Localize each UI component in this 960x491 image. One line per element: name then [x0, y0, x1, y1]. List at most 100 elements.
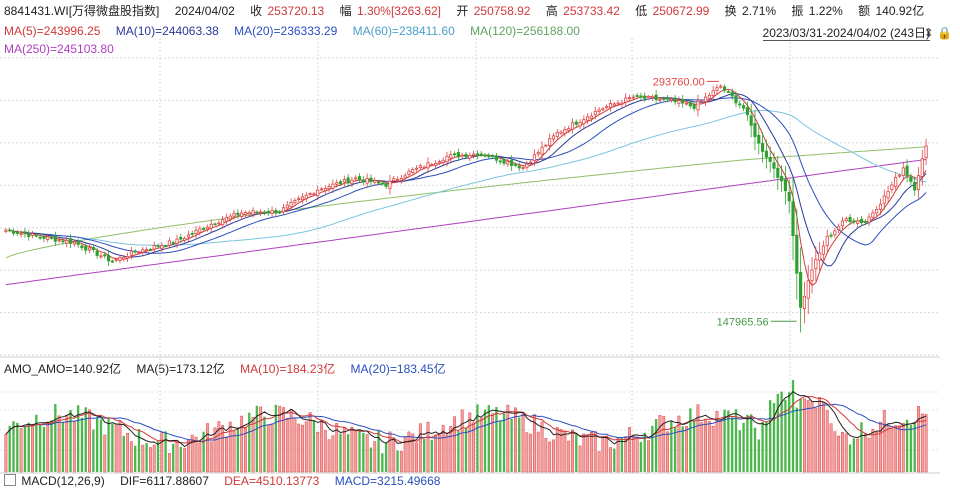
volume-bar	[320, 419, 323, 473]
candle-body	[236, 212, 240, 216]
candle-body	[601, 108, 605, 111]
volume-bar	[179, 446, 182, 472]
volume-bar	[415, 442, 418, 473]
candle-body	[749, 115, 753, 126]
volume-bar	[293, 417, 297, 473]
candle-body	[106, 255, 111, 262]
volume-bar	[46, 421, 50, 473]
candle-body	[799, 272, 803, 308]
candle-body	[521, 167, 525, 169]
volume-bar	[639, 441, 643, 472]
volume-bar	[715, 411, 719, 473]
candle-body	[395, 179, 400, 181]
volume-bar	[654, 419, 658, 472]
volume-bar	[734, 409, 738, 472]
candle-body	[167, 240, 171, 246]
volume-bar	[12, 421, 15, 472]
lock-icon[interactable]: 🔒	[937, 26, 952, 40]
volume-bar	[217, 421, 221, 473]
candle-body	[688, 102, 692, 107]
volume-bar	[255, 405, 259, 472]
candle-body	[293, 200, 297, 204]
dropdown-icon[interactable]: ⇕	[923, 26, 934, 40]
volume-bar	[491, 413, 495, 473]
candle-body	[479, 153, 483, 156]
volume-bar	[879, 421, 882, 473]
candle-body	[84, 246, 88, 251]
volume-bar	[818, 397, 822, 473]
volume-bar	[384, 442, 388, 472]
volume-bar	[852, 438, 856, 472]
candle-body	[814, 258, 818, 269]
volume-bar	[16, 422, 19, 472]
volume-bar	[129, 441, 133, 473]
candle-body	[730, 91, 734, 97]
volume-bar	[704, 418, 707, 473]
volume-bar	[544, 438, 548, 473]
volume-bar	[894, 425, 898, 473]
candle-body	[825, 235, 829, 246]
volume-bar	[776, 393, 779, 472]
candle-body	[848, 216, 852, 222]
volume-bar	[411, 433, 415, 473]
candle-body	[472, 153, 476, 156]
candle-body	[87, 247, 92, 251]
volume-bar	[453, 416, 457, 473]
candle-body	[852, 220, 856, 223]
amo-ma5: MA(5)=173.12亿	[136, 362, 225, 376]
volume-bar	[350, 426, 354, 473]
candle-body	[886, 190, 890, 199]
volume-bar	[221, 425, 225, 473]
candle-body	[776, 167, 780, 178]
candle-body	[4, 229, 8, 232]
candle-body	[890, 184, 894, 190]
volume-bar	[700, 422, 704, 473]
low-value: 250672.99	[652, 4, 710, 18]
candle-body	[703, 96, 708, 102]
candle-body	[262, 212, 267, 214]
volume-bar	[114, 424, 118, 473]
candle-body	[589, 115, 594, 119]
volume-bar	[148, 447, 152, 473]
candle-body	[278, 211, 282, 214]
candle-body	[510, 160, 514, 166]
candle-body	[722, 86, 727, 91]
candle-body	[160, 245, 164, 249]
candle-body	[555, 131, 559, 137]
high-label: 高	[545, 4, 558, 18]
volume-bar	[282, 407, 285, 473]
candle-body	[559, 131, 563, 134]
volume-bar	[920, 413, 924, 473]
candle-body	[430, 163, 434, 166]
volume-bar	[472, 422, 476, 473]
volume-bar	[137, 429, 141, 472]
volume-bar	[206, 423, 209, 473]
candle-body	[540, 146, 544, 155]
candle-body	[319, 188, 324, 191]
volume-bar	[753, 427, 757, 472]
candle-body	[833, 230, 837, 236]
candle-body	[696, 100, 700, 111]
candle-body	[240, 212, 244, 217]
volume-bar	[118, 421, 122, 473]
volume-bar	[194, 436, 198, 473]
volume-bar	[502, 413, 506, 472]
volume-bar	[202, 431, 205, 472]
candle-body	[129, 250, 133, 256]
candle-body	[692, 104, 696, 109]
open-value: 250758.92	[473, 4, 531, 18]
volume-bar	[723, 409, 726, 472]
candle-body	[99, 255, 103, 258]
amo-ma5-line	[5, 390, 927, 448]
candle-body	[901, 167, 905, 176]
volume-bar	[80, 417, 84, 472]
volume-bar	[738, 430, 741, 472]
candle-body	[863, 221, 867, 223]
candle-body	[574, 121, 578, 125]
volume-bar	[886, 424, 890, 473]
date-range-selector[interactable]: 2023/03/31-2024/04/02 (243日)	[762, 26, 930, 41]
candle-body	[772, 162, 776, 169]
candle-body	[42, 236, 46, 239]
turnover-label: 换	[724, 4, 737, 18]
